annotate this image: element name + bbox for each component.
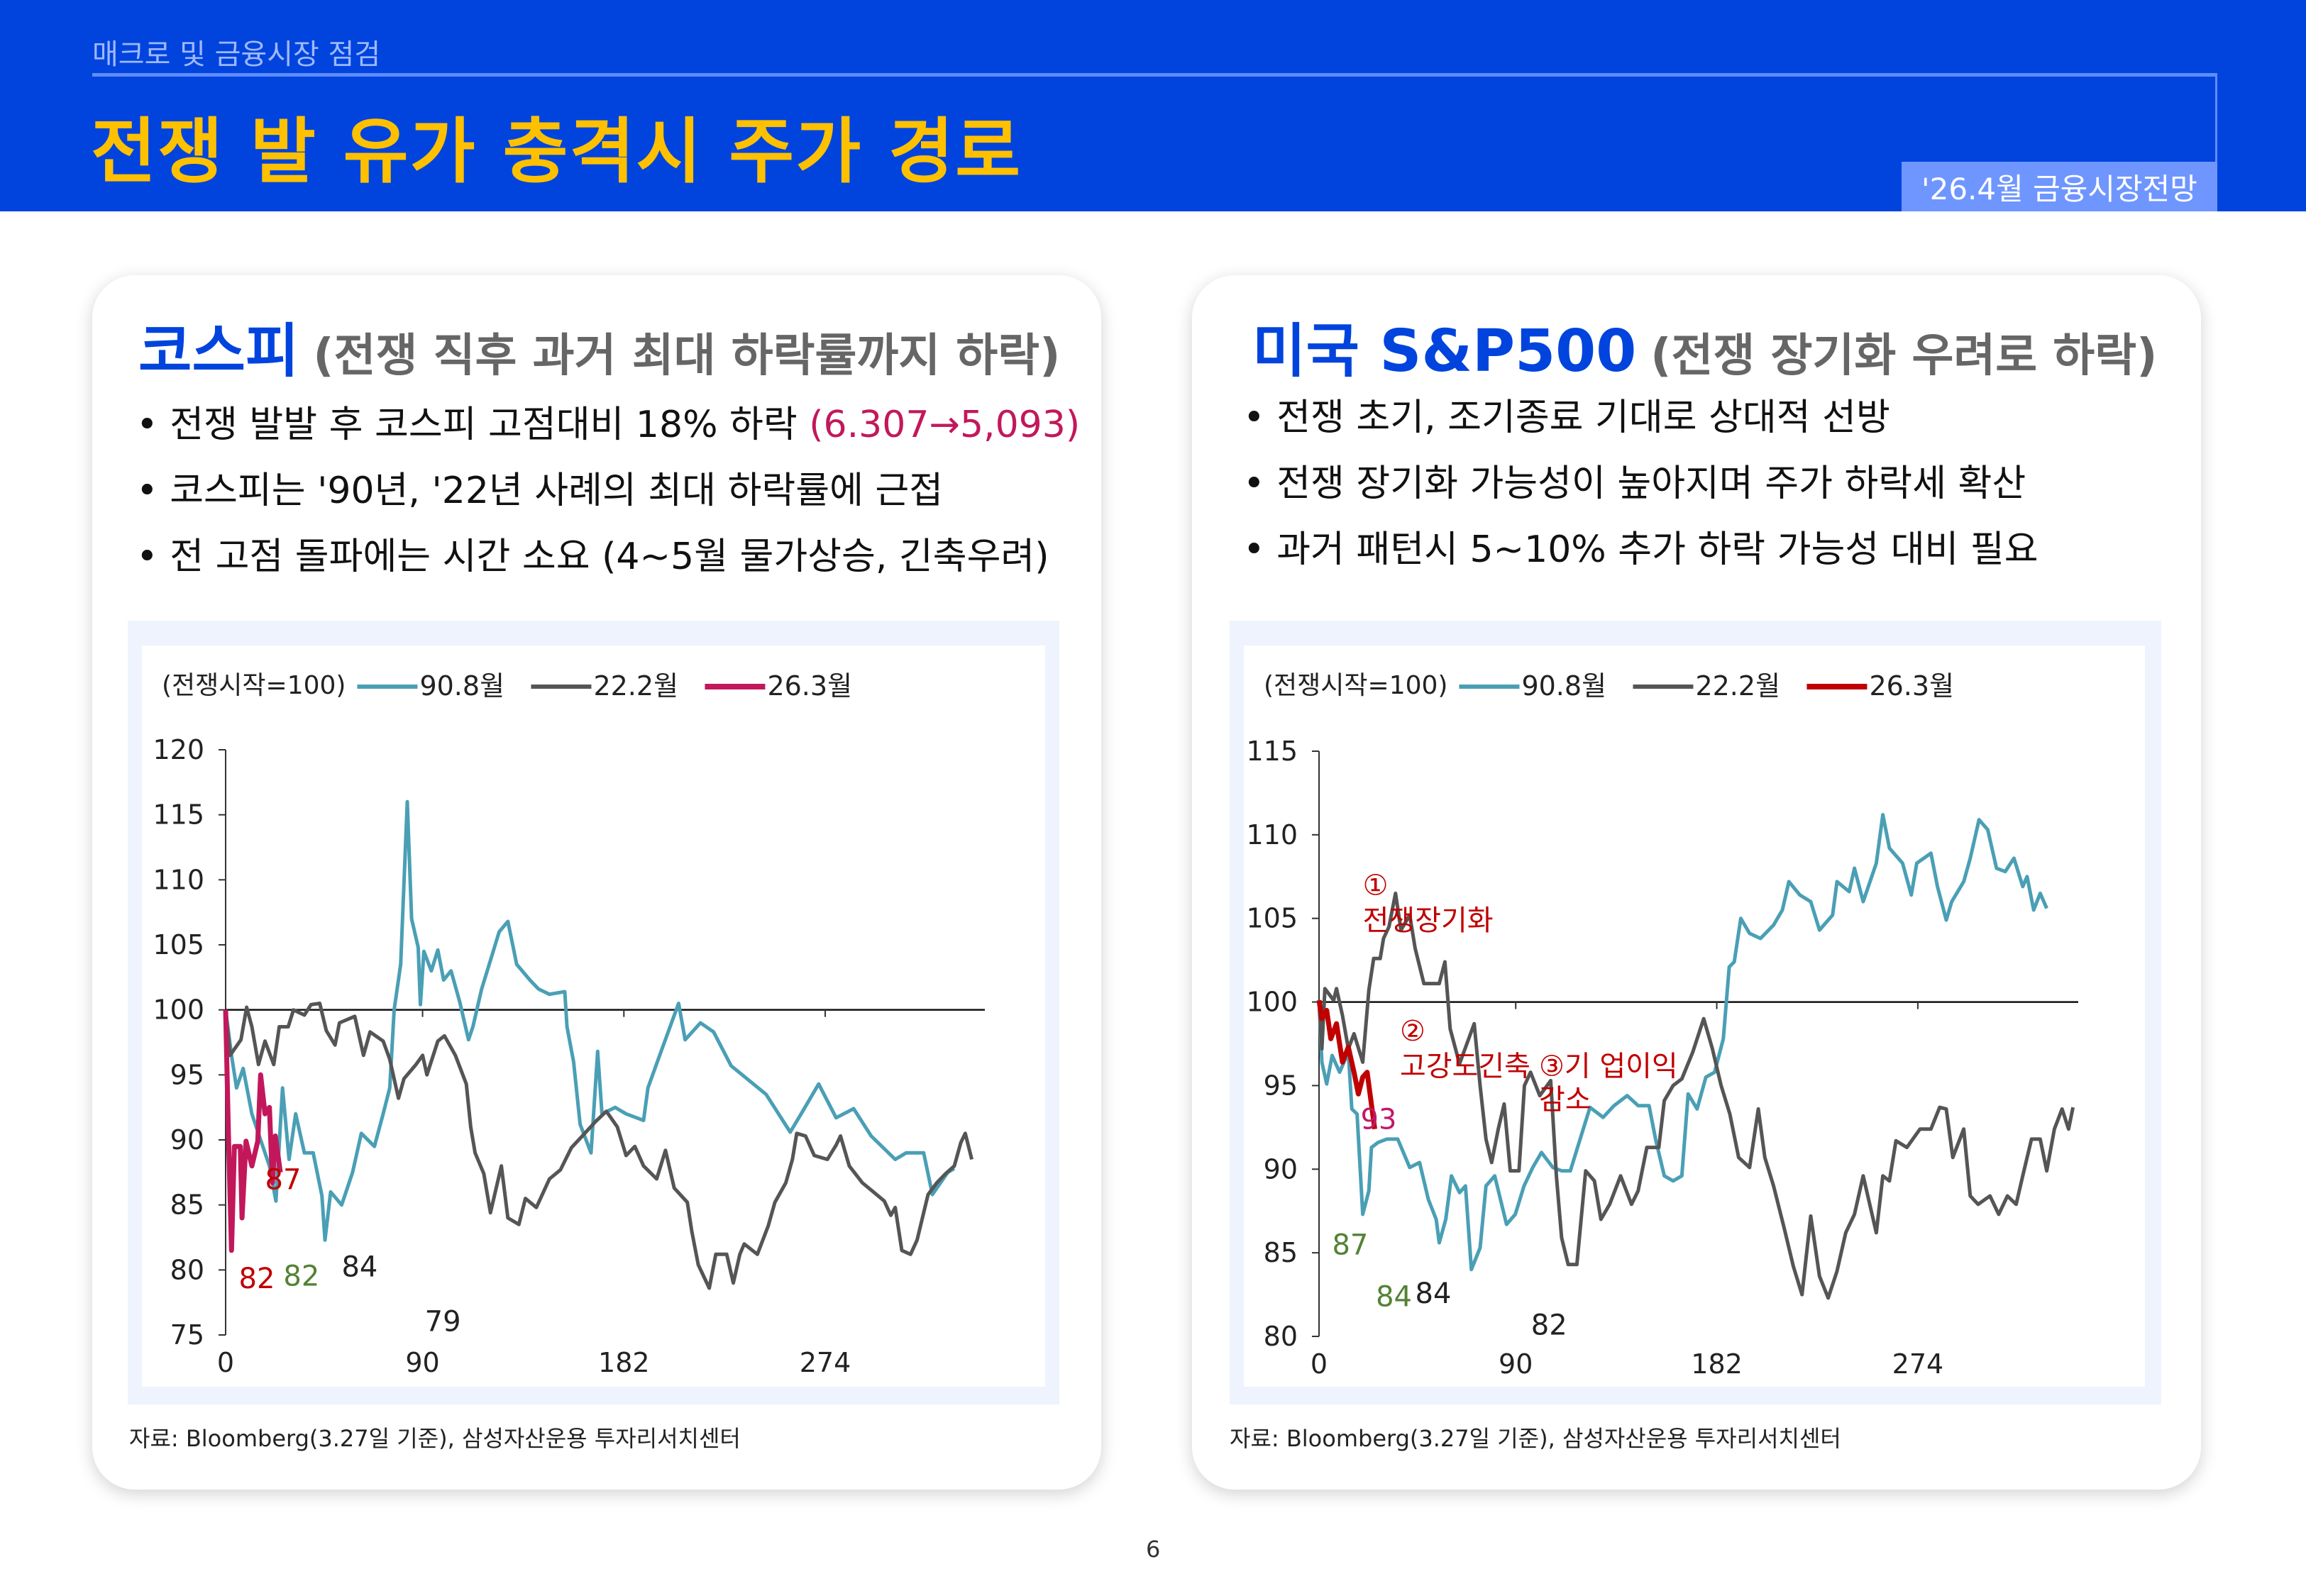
y-tick-label: 80 <box>170 1254 204 1285</box>
bullet-item: 전쟁 장기화 가능성이 높아지며 주가 하락세 확산 <box>1243 453 2039 519</box>
series-line-26.3월 <box>1316 999 1377 1130</box>
card-title-main: 미국 S&P500 <box>1252 318 1637 385</box>
bullet-text: 전쟁 초기, 조기종료 기대로 상대적 선방 <box>1276 397 1890 439</box>
sp500-chart: (전쟁시작=100) 90.8월 22.2월 26.3월 80 85 90 95 100 105 1… <box>1244 645 2145 1387</box>
bullet-text: 전쟁 발발 후 코스피 고점대비 18% 하락 <box>170 404 810 446</box>
annotation-label: 82 <box>283 1260 319 1292</box>
x-tick-label: 0 <box>1311 1348 1328 1380</box>
kospi-chart-panel: (전쟁시작=100) 90.8월 22.2월 26.3월 75 80 85 90 95 100 10… <box>128 621 1059 1404</box>
annotation-label: 79 <box>425 1306 461 1339</box>
bullet-list: 전쟁 초기, 조기종료 기대로 상대적 선방 전쟁 장기화 가능성이 높아지며 … <box>1243 387 2039 585</box>
annotation-label: 82 <box>239 1263 275 1295</box>
source-note: 자료: Bloomberg(3.27일 기준), 삼성자산운용 투자리서치센터 <box>1230 1425 1841 1452</box>
y-tick-label: 115 <box>153 799 204 831</box>
annotation-label: 87 <box>1332 1229 1368 1262</box>
bullet-item: 전쟁 초기, 조기종료 기대로 상대적 선방 <box>1243 387 2039 453</box>
page-number: 6 <box>1146 1536 1161 1563</box>
annotation-label: 84 <box>1376 1281 1412 1314</box>
annotation-label: 고강도긴축 <box>1400 1050 1530 1082</box>
y-tick-label: 110 <box>1246 819 1298 850</box>
y-tick-label: 105 <box>153 929 204 960</box>
x-tick-label: 182 <box>1691 1348 1743 1380</box>
legend-label: 26.3월 <box>1869 670 1954 702</box>
bullet-item: 전 고점 돌파에는 시간 소요 (4~5월 물가상승, 긴축우려) <box>136 526 1080 592</box>
legend-unit-label: (전쟁시작=100) <box>1264 671 1447 700</box>
kospi-chart: (전쟁시작=100) 90.8월 22.2월 26.3월 75 80 85 90 95 100 10… <box>142 645 1045 1387</box>
bullet-list: 전쟁 발발 후 코스피 고점대비 18% 하락 (6.307→5,093) 코스… <box>136 394 1080 592</box>
y-tick-label: 100 <box>153 994 204 1026</box>
y-tick-label: 95 <box>170 1059 204 1090</box>
legend-label: 22.2월 <box>1695 670 1780 702</box>
legend-label: 26.3월 <box>767 670 852 702</box>
legend-label: 90.8월 <box>1521 670 1606 702</box>
y-tick-label: 90 <box>170 1124 204 1156</box>
y-tick-label: 100 <box>1246 987 1298 1018</box>
y-tick-label: 80 <box>1264 1321 1298 1352</box>
bullet-text: 전 고점 돌파에는 시간 소요 (4~5월 물가상승, 긴축우려) <box>170 536 1049 578</box>
y-tick-label: 75 <box>170 1319 204 1351</box>
annotation-label: 93 <box>1361 1104 1397 1136</box>
legend-label: 22.2월 <box>593 670 678 702</box>
sp500-chart-panel: (전쟁시작=100) 90.8월 22.2월 26.3월 80 85 90 95 100 105 1… <box>1230 621 2161 1404</box>
x-tick-label: 274 <box>1892 1348 1944 1380</box>
annotation-label: 전쟁장기화 <box>1363 904 1494 937</box>
bullet-item: 전쟁 발발 후 코스피 고점대비 18% 하락 (6.307→5,093) <box>136 394 1080 460</box>
annotation-label: 87 <box>265 1164 302 1197</box>
y-tick-label: 120 <box>153 734 204 765</box>
kospi-card: 코스피 (전쟁 직후 과거 최대 하락률까지 하락) 전쟁 발발 후 코스피 고점… <box>92 275 1101 1490</box>
card-title: 코스피 (전쟁 직후 과거 최대 하락률까지 하락) <box>138 304 1060 388</box>
header-divider <box>92 73 2217 77</box>
annotation-label: 84 <box>341 1251 377 1284</box>
card-title-sub: (전쟁 장기화 우려로 하락) <box>1650 330 2158 382</box>
series-line-22.2월 <box>224 1002 974 1290</box>
x-tick-label: 274 <box>800 1347 851 1378</box>
y-tick-label: 110 <box>153 864 204 895</box>
y-tick-label: 85 <box>170 1190 204 1221</box>
series-line-26.3월 <box>223 1009 283 1253</box>
page-title: 전쟁 발 유가 충격시 주가 경로 <box>91 110 1022 193</box>
y-tick-label: 85 <box>1264 1237 1298 1268</box>
x-tick-label: 0 <box>217 1347 234 1378</box>
annotation-label: ③기 업이익 <box>1539 1050 1678 1082</box>
bullet-text: 과거 패턴시 5~10% 추가 하락 가능성 대비 필요 <box>1276 528 2039 571</box>
annotation-label: ② <box>1400 1015 1425 1048</box>
card-title: 미국 S&P500 (전쟁 장기화 우려로 하락) <box>1252 304 2157 388</box>
x-tick-label: 90 <box>405 1347 439 1378</box>
annotation-label: ① <box>1363 870 1389 902</box>
annotation-label: 84 <box>1416 1278 1452 1310</box>
bullet-highlight: (6.307→5,093) <box>809 404 1081 446</box>
sp500-card: 미국 S&P500(전쟁 장기화 우려로 하락) 전쟁 초기, 조기종료 기대로… <box>1192 275 2201 1490</box>
section-label: 매크로 및 금융시장 점검 <box>92 38 381 71</box>
legend-unit-label: (전쟁시작=100) <box>162 671 346 700</box>
header-divider-vertical <box>2215 73 2217 162</box>
bullet-text: 전쟁 장기화 가능성이 높아지며 주가 하락세 확산 <box>1276 462 2026 505</box>
bullet-text: 코스피는 '90년, '22년 사례의 최대 하락률에 근접 <box>170 470 944 512</box>
annotation-label: 82 <box>1531 1309 1567 1342</box>
annotation-label: 감소 <box>1539 1083 1591 1116</box>
source-note: 자료: Bloomberg(3.27일 기준), 삼성자산운용 투자리서치센터 <box>129 1425 741 1452</box>
bullet-item: 과거 패턴시 5~10% 추가 하락 가능성 대비 필요 <box>1243 519 2039 585</box>
y-tick-label: 115 <box>1246 736 1298 767</box>
header-banner: 매크로 및 금융시장 점검 전쟁 발 유가 충격시 주가 경로 '26.4월 금… <box>0 0 2306 211</box>
series-line-22.2월 <box>1317 891 2075 1300</box>
y-tick-label: 95 <box>1264 1070 1298 1101</box>
x-tick-label: 90 <box>1499 1348 1533 1380</box>
report-badge: '26.4월 금융시장전망 <box>1902 162 2217 211</box>
x-tick-label: 182 <box>598 1347 650 1378</box>
card-title-sub: (전쟁 직후 과거 최대 하락률까지 하락) <box>313 330 1061 382</box>
card-title-main: 코스피 <box>138 318 299 385</box>
bullet-item: 코스피는 '90년, '22년 사례의 최대 하락률에 근접 <box>136 460 1080 526</box>
y-tick-label: 90 <box>1264 1153 1298 1185</box>
series-line-90.8월 <box>1317 813 2048 1272</box>
legend-label: 90.8월 <box>419 670 504 702</box>
series-line-90.8월 <box>224 799 956 1242</box>
y-tick-label: 105 <box>1246 903 1298 934</box>
